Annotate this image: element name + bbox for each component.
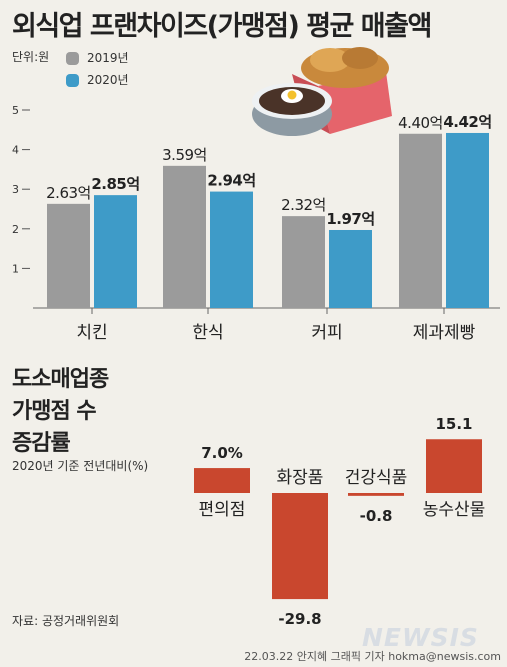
bar-2019 — [399, 133, 442, 308]
bar-2019 — [163, 165, 206, 308]
growth-chart-subtitle: 2020년 기준 전년대비(%) — [12, 459, 149, 473]
growth-value-label: -0.8 — [360, 507, 393, 525]
data-label: 2.85억 — [91, 175, 139, 193]
category-label: 커피 — [311, 323, 342, 343]
growth-value-label: -29.8 — [278, 610, 321, 628]
legend-swatch-2019 — [66, 51, 79, 65]
source-note: 자료: 공정거래위원회 — [12, 614, 120, 628]
y-tick-label: 3 — [12, 183, 19, 196]
category-label: 치킨 — [76, 323, 107, 343]
y-tick-label: 2 — [12, 223, 19, 236]
category-label: 제과제빵 — [413, 323, 476, 343]
growth-category-label: 농수산물 — [423, 500, 486, 520]
legend-label-2020: 2020년 — [87, 73, 129, 87]
bar-2019 — [282, 216, 325, 308]
legend-item-2019: 2019년 — [66, 47, 129, 69]
legend-item-2020: 2020년 — [66, 69, 129, 91]
growth-bar — [426, 439, 482, 493]
growth-chart-title: 도소매업종 가맹점 수 증감률 — [12, 364, 109, 460]
credit-line: 22.03.22 안지혜 그래픽 기자 hokma@newsis.com — [244, 650, 501, 663]
bar-2020 — [446, 132, 489, 308]
data-label: 2.32억 — [281, 196, 326, 214]
y-tick-label: 4 — [12, 144, 19, 157]
fried-chicken-piece — [342, 47, 378, 69]
growth-category-label: 편의점 — [199, 500, 246, 520]
growth-value-label: 7.0% — [201, 444, 243, 462]
growth-title-line-3: 증감률 — [12, 431, 71, 456]
bar-2020 — [329, 229, 372, 308]
unit-label: 단위:원 — [12, 50, 50, 64]
growth-bar — [348, 493, 404, 496]
fried-chicken-piece — [310, 48, 350, 72]
legend-label-2019: 2019년 — [87, 51, 129, 65]
growth-category-label: 화장품 — [277, 468, 324, 488]
category-label: 한식 — [192, 323, 223, 343]
growth-bar — [194, 468, 250, 493]
page-title: 외식업 프랜차이즈(가맹점) 평균 매출액 — [12, 11, 432, 42]
newsis-logo: NEWSIS — [362, 623, 479, 652]
data-label: 4.40억 — [398, 114, 443, 132]
growth-title-line-1: 도소매업종 — [12, 367, 109, 392]
bar-2020 — [94, 195, 137, 308]
growth-title-line-2: 가맹점 수 — [12, 399, 97, 424]
food-illustration — [252, 47, 392, 136]
growth-value-label: 15.1 — [435, 415, 472, 433]
bar-2020 — [210, 191, 253, 308]
legend-swatch-2020 — [66, 73, 79, 87]
y-tick-label: 5 — [12, 104, 19, 117]
data-label: 2.63억 — [46, 184, 91, 202]
y-tick-label: 1 — [12, 262, 19, 275]
data-label: 2.94억 — [207, 172, 255, 190]
growth-category-label: 건강식품 — [345, 468, 408, 488]
growth-bar — [272, 493, 328, 600]
data-label: 4.42억 — [443, 113, 491, 131]
data-label: 3.59억 — [162, 146, 207, 164]
egg-yolk — [287, 90, 297, 100]
data-label: 1.97억 — [326, 210, 374, 228]
legend: 2019년 2020년 — [66, 47, 129, 91]
bar-2019 — [47, 203, 90, 308]
